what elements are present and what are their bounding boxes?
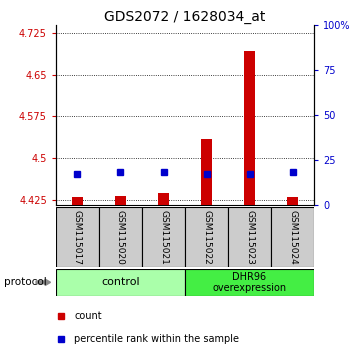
Text: GSM115024: GSM115024	[288, 210, 297, 265]
Bar	[244, 51, 255, 205]
Bar	[72, 197, 83, 205]
Bar	[185, 269, 314, 296]
Text: count: count	[74, 311, 102, 321]
Text: protocol: protocol	[4, 277, 46, 287]
Title: GDS2072 / 1628034_at: GDS2072 / 1628034_at	[104, 10, 266, 24]
Bar	[56, 207, 99, 267]
Bar	[115, 196, 126, 205]
Text: GSM115020: GSM115020	[116, 210, 125, 265]
Text: GSM115017: GSM115017	[73, 210, 82, 265]
Bar	[99, 207, 142, 267]
Text: GSM115021: GSM115021	[159, 210, 168, 265]
Bar	[185, 207, 228, 267]
Bar	[201, 139, 212, 205]
Bar	[56, 269, 185, 296]
Text: GSM115022: GSM115022	[202, 210, 211, 265]
Bar	[158, 193, 169, 205]
Bar	[142, 207, 185, 267]
Bar	[287, 197, 298, 205]
Text: control: control	[101, 277, 140, 287]
Bar	[228, 207, 271, 267]
Text: percentile rank within the sample: percentile rank within the sample	[74, 333, 239, 343]
Text: GSM115023: GSM115023	[245, 210, 254, 265]
Bar	[271, 207, 314, 267]
Text: DHR96
overexpression: DHR96 overexpression	[213, 272, 287, 293]
